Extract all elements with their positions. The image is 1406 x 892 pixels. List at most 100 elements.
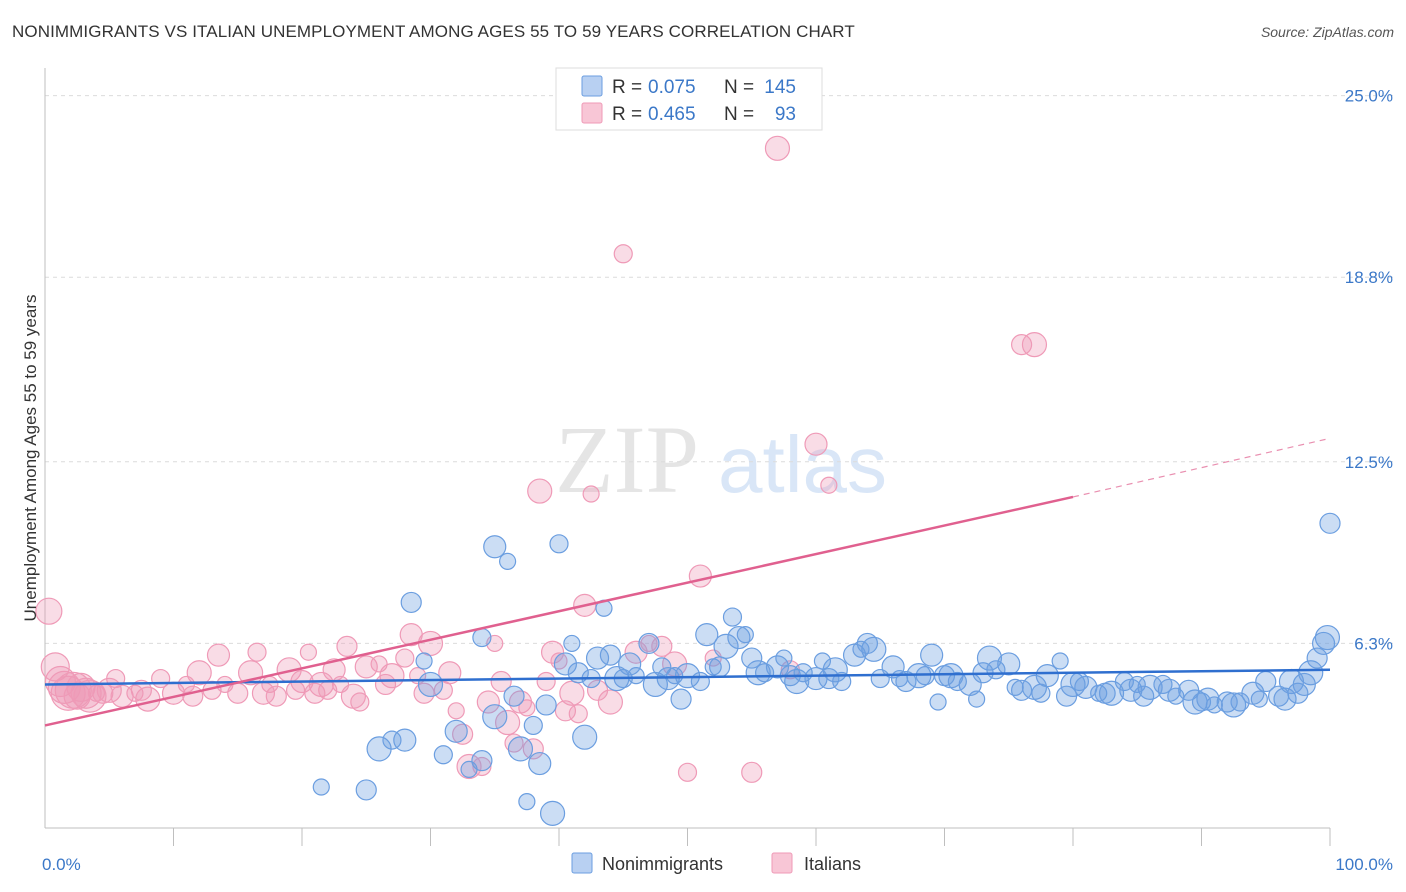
legend-n-value-italians: 93 [775,104,796,125]
point-nonimmigrants [1205,696,1223,714]
point-nonimmigrants [618,652,642,676]
legend-n-label-2: N = [724,104,754,125]
point-italians [804,432,828,456]
point-italians [527,478,553,504]
y-tick-label: 6.3% [1354,634,1393,653]
point-nonimmigrants [1035,664,1059,688]
point-nonimmigrants [471,750,493,772]
point-italians [186,660,212,686]
legend-r-label-1: R = [612,77,642,98]
point-nonimmigrants [1128,675,1146,694]
point-nonimmigrants [563,634,581,653]
trendline-italians-extension [1072,437,1331,498]
point-nonimmigrants [765,655,790,679]
point-nonimmigrants [382,730,402,750]
point-nonimmigrants [553,652,578,676]
point-italians [651,635,673,657]
point-italians [540,640,565,664]
point-nonimmigrants [793,663,813,683]
point-italians [44,665,77,698]
point-nonimmigrants [528,751,552,776]
point-nonimmigrants [312,778,330,796]
trendline-italians [44,495,1074,727]
italians-points [35,135,1048,783]
point-nonimmigrants [518,793,536,811]
point-italians [820,476,838,494]
point-nonimmigrants [499,552,517,570]
point-italians [495,709,521,736]
point-italians [582,485,600,503]
point-nonimmigrants [539,800,566,826]
point-nonimmigrants [895,670,917,693]
legend-r-value-nonimmigrants: 0.075 [648,77,696,98]
trendline-nonimmigrants [44,668,1331,686]
point-nonimmigrants [1137,674,1163,700]
point-nonimmigrants [1306,647,1328,669]
y-tick-label: 25.0% [1345,87,1393,106]
point-italians [559,680,585,706]
point-nonimmigrants [968,690,986,708]
point-italians [447,702,465,720]
correlation-legend: R = 0.075 N = 145 R = 0.465 N = 93 [555,67,823,131]
point-nonimmigrants [709,656,731,678]
point-italians [35,597,63,625]
point-nonimmigrants [472,627,492,648]
point-nonimmigrants [976,645,1003,671]
point-italians [336,635,358,657]
point-italians [379,663,405,689]
point-italians [554,700,577,722]
point-italians [504,733,524,753]
point-italians [568,704,588,724]
point-italians [764,135,791,161]
point-italians [518,699,536,717]
point-nonimmigrants [1250,690,1268,708]
point-nonimmigrants [1230,692,1250,712]
x-tick-label-right: 100.0% [1335,855,1393,874]
point-nonimmigrants [572,724,598,750]
point-italians [299,643,318,661]
chart-title: NONIMMIGRANTS VS ITALIAN UNEMPLOYMENT AM… [12,22,855,41]
point-italians [613,244,633,264]
point-nonimmigrants [535,694,557,716]
bottom-legend-label-italians: Italians [804,854,861,874]
point-italians [1021,332,1048,358]
point-italians [227,682,249,704]
point-italians [476,690,500,714]
point-italians [522,738,544,760]
point-nonimmigrants [813,652,832,670]
point-italians [395,648,415,668]
point-nonimmigrants [417,671,444,698]
point-nonimmigrants [690,671,710,692]
point-nonimmigrants [920,643,944,667]
point-nonimmigrants [1298,660,1324,686]
point-italians [182,685,204,707]
point-italians [265,685,287,707]
point-nonimmigrants [666,667,684,685]
point-nonimmigrants [861,636,887,662]
point-italians [452,723,474,745]
chart-source: Source: ZipAtlas.com [1260,24,1394,40]
point-nonimmigrants [713,633,739,659]
point-nonimmigrants [722,607,743,627]
legend-r-label-2: R = [612,104,642,125]
point-italians [536,671,556,692]
point-italians [597,689,624,715]
point-italians [135,686,161,712]
point-italians [688,564,712,588]
point-nonimmigrants [503,685,525,707]
nonimmigrants-points [312,512,1341,826]
gridlines [45,95,1393,644]
watermark-zip: ZIP [555,406,699,513]
x-tick-label-left: 0.0% [42,855,81,874]
point-italians [490,670,512,693]
point-nonimmigrants [549,534,569,554]
point-nonimmigrants [1314,624,1341,651]
point-nonimmigrants [507,736,534,762]
trendlines [44,437,1331,727]
point-nonimmigrants [585,646,610,670]
point-italians [677,762,698,782]
point-nonimmigrants [433,745,453,765]
point-nonimmigrants [638,632,660,655]
legend-swatch-nonimmigrants [581,75,603,97]
